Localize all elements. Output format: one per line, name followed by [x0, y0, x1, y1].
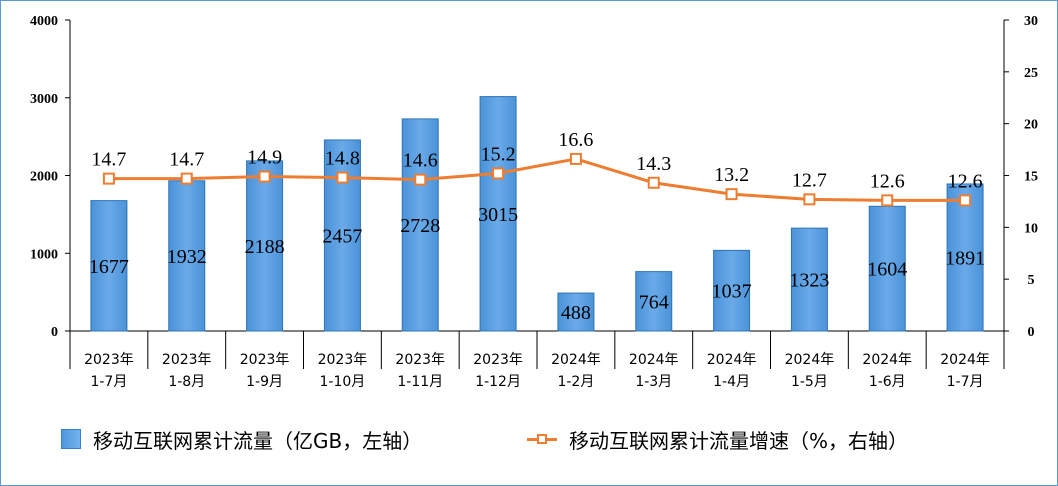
line-marker	[803, 193, 816, 206]
bar-value-label: 1891	[945, 247, 985, 269]
line-marker	[569, 152, 582, 165]
x-tick-label: 2023年	[473, 352, 523, 368]
bar-value-label: 764	[639, 291, 669, 313]
x-tick-label: 1-9月	[246, 374, 283, 390]
line-value-label: 14.7	[91, 149, 126, 171]
y-left-tick-label: 1000	[30, 247, 58, 262]
bar-value-label: 1677	[89, 256, 129, 278]
legend-bar-swatch	[61, 429, 81, 449]
x-tick-label: 1-2月	[557, 374, 594, 390]
bar-value-label: 1932	[167, 246, 207, 268]
line-marker	[492, 167, 505, 180]
line-value-label: 12.6	[870, 170, 905, 192]
line-marker	[881, 194, 894, 207]
x-tick-label: 2024年	[862, 352, 912, 368]
x-tick-label: 1-10月	[320, 374, 366, 390]
bar	[713, 249, 751, 332]
line-value-label: 15.2	[481, 143, 516, 165]
line-marker	[336, 171, 349, 184]
bar-value-label: 2457	[322, 225, 362, 247]
x-tick-label: 2023年	[240, 352, 290, 368]
bar	[168, 180, 206, 332]
x-tick-label: 2023年	[318, 352, 368, 368]
x-tick-label: 1-4月	[713, 374, 750, 390]
bar-value-label: 2728	[400, 215, 440, 237]
y-right-tick-label: 0	[1028, 325, 1035, 340]
growth-line	[108, 157, 966, 202]
y-left-tick-label: 0	[51, 325, 58, 340]
x-tick-label: 1-6月	[869, 374, 906, 390]
x-tick-label: 2024年	[707, 352, 757, 368]
bar-value-label: 2188	[245, 236, 285, 258]
x-tick-label: 1-7月	[90, 374, 127, 390]
legend: 移动互联网累计流量（亿GB，左轴） 移动互联网累计流量增速（%，右轴）	[1, 421, 1057, 461]
line-marker	[180, 172, 193, 185]
line-value-label: 14.9	[247, 147, 282, 169]
bar	[401, 118, 439, 332]
bar	[479, 96, 517, 332]
bar-value-label: 1037	[712, 281, 752, 303]
legend-label-line-series: 移动互联网累计流量增速（%，右轴）	[569, 428, 909, 453]
x-tick-label: 1-8月	[168, 374, 205, 390]
y-right-tick-label: 30	[1024, 14, 1038, 29]
bar-value-label: 488	[561, 302, 591, 324]
bar	[635, 271, 673, 332]
line-value-label: 14.3	[636, 153, 671, 175]
bar	[868, 205, 906, 332]
line-value-label: 14.6	[403, 150, 438, 172]
x-tick-label: 2023年	[84, 352, 134, 368]
line-value-label: 14.7	[169, 149, 204, 171]
x-tick-label: 2024年	[629, 352, 679, 368]
bar	[557, 292, 595, 332]
bar	[790, 227, 828, 332]
line-value-label: 12.6	[948, 170, 983, 192]
line-value-label: 13.2	[714, 164, 749, 186]
line-marker	[725, 188, 738, 201]
x-tick-label: 1-5月	[791, 374, 828, 390]
line-value-label: 16.6	[558, 129, 593, 151]
line-marker	[414, 173, 427, 186]
y-right-tick-label: 25	[1024, 66, 1038, 81]
bar	[90, 200, 128, 332]
x-tick-label: 2023年	[162, 352, 212, 368]
x-tick-label: 1-3月	[635, 374, 672, 390]
x-tick-label: 1-12月	[475, 374, 521, 390]
legend-label-bar-series: 移动互联网累计流量（亿GB，左轴）	[93, 428, 423, 453]
y-right-tick-label: 20	[1024, 118, 1038, 133]
line-marker	[647, 176, 660, 189]
x-tick-label: 2024年	[785, 352, 835, 368]
bar-value-label: 1604	[867, 259, 907, 281]
bar	[946, 183, 984, 332]
y-right-tick-label: 10	[1024, 221, 1038, 236]
y-left-tick-label: 3000	[30, 92, 58, 107]
line-marker	[102, 172, 115, 185]
x-tick-label: 2024年	[940, 352, 990, 368]
bar-value-label: 3015	[478, 204, 518, 226]
line-marker	[959, 194, 972, 207]
x-tick-label: 2023年	[395, 352, 445, 368]
bar-value-label: 1323	[789, 270, 829, 292]
line-value-label: 14.8	[325, 148, 360, 170]
legend-item-bar-series[interactable]: 移动互联网累计流量（亿GB，左轴）	[61, 421, 422, 457]
legend-line-swatch	[527, 429, 557, 449]
x-tick-label: 2024年	[551, 352, 601, 368]
y-right-tick-label: 15	[1024, 170, 1038, 185]
x-tick-label: 1-11月	[397, 374, 443, 390]
y-left-tick-label: 4000	[30, 14, 58, 29]
line-value-label: 12.7	[792, 169, 827, 191]
combo-chart: 0 1000 2000 3000 4000 0 5 10 15 20 25 30 2023年 1-7月 20…	[30, 14, 1038, 390]
x-tick-label: 1-7月	[947, 374, 984, 390]
y-right-tick-label: 5	[1028, 273, 1035, 288]
bar	[246, 160, 284, 332]
legend-item-line-series[interactable]: 移动互联网累计流量增速（%，右轴）	[527, 421, 908, 457]
line-marker	[258, 170, 271, 183]
y-left-tick-label: 2000	[30, 170, 58, 185]
